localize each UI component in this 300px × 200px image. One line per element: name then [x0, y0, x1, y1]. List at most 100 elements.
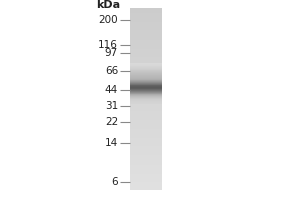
Text: 116: 116	[98, 40, 118, 50]
Bar	[130, 158, 162, 159]
Bar	[130, 26, 162, 27]
Bar	[130, 108, 162, 109]
Bar	[130, 16, 162, 17]
Bar	[130, 123, 162, 124]
Bar	[130, 119, 162, 120]
Bar	[130, 77, 162, 78]
Bar	[130, 111, 162, 112]
Bar	[130, 80, 162, 81]
Bar	[130, 47, 162, 48]
Bar	[130, 97, 162, 98]
Bar	[130, 88, 162, 89]
Bar	[130, 21, 162, 22]
Bar	[130, 22, 162, 23]
Bar	[130, 102, 162, 103]
Text: 97: 97	[105, 48, 118, 58]
Bar	[130, 136, 162, 137]
Bar	[130, 94, 162, 95]
Bar	[130, 45, 162, 46]
Bar	[130, 31, 162, 32]
Bar	[130, 112, 162, 113]
Bar	[130, 49, 162, 50]
Bar	[130, 100, 162, 101]
Bar	[130, 97, 162, 98]
Bar	[130, 166, 162, 167]
Bar	[130, 40, 162, 41]
Text: 200: 200	[98, 15, 118, 25]
Bar	[130, 155, 162, 156]
Bar	[130, 14, 162, 15]
Bar	[130, 122, 162, 123]
Bar	[130, 141, 162, 142]
Bar	[130, 76, 162, 77]
Bar	[130, 162, 162, 163]
Bar	[130, 130, 162, 131]
Bar	[130, 59, 162, 60]
Bar	[130, 20, 162, 21]
Bar	[130, 170, 162, 171]
Bar	[130, 11, 162, 12]
Bar	[130, 160, 162, 161]
Bar	[130, 69, 162, 70]
Bar	[130, 54, 162, 55]
Bar	[130, 68, 162, 69]
Bar	[130, 140, 162, 141]
Bar	[130, 129, 162, 130]
Bar	[130, 66, 162, 67]
Bar	[130, 27, 162, 28]
Bar	[130, 78, 162, 79]
Bar	[130, 184, 162, 185]
Bar	[130, 151, 162, 152]
Bar	[130, 72, 162, 73]
Bar	[130, 84, 162, 85]
Bar	[130, 102, 162, 103]
Bar	[130, 51, 162, 52]
Bar	[130, 115, 162, 116]
Bar	[130, 178, 162, 179]
Bar	[130, 84, 162, 85]
Bar	[130, 149, 162, 150]
Bar	[130, 172, 162, 173]
Bar	[130, 98, 162, 99]
Bar	[130, 82, 162, 83]
Bar	[130, 64, 162, 65]
Bar	[130, 152, 162, 153]
Bar	[130, 95, 162, 96]
Bar	[130, 138, 162, 139]
Bar	[130, 85, 162, 86]
Bar	[130, 37, 162, 38]
Bar	[130, 79, 162, 80]
Bar	[130, 74, 162, 75]
Bar	[130, 77, 162, 78]
Bar	[130, 90, 162, 91]
Bar	[130, 139, 162, 140]
Text: kDa: kDa	[96, 0, 120, 10]
Bar	[130, 87, 162, 88]
Bar	[130, 36, 162, 37]
Bar	[130, 101, 162, 102]
Bar	[130, 147, 162, 148]
Bar	[130, 99, 162, 100]
Bar	[130, 46, 162, 47]
Bar	[130, 117, 162, 118]
Bar	[130, 13, 162, 14]
Bar	[130, 65, 162, 66]
Bar	[130, 86, 162, 87]
Bar	[130, 63, 162, 64]
Bar	[130, 38, 162, 39]
Bar	[130, 175, 162, 176]
Bar	[130, 58, 162, 59]
Bar	[130, 103, 162, 104]
Bar	[130, 110, 162, 111]
Bar	[130, 83, 162, 84]
Bar	[130, 174, 162, 175]
Bar	[130, 93, 162, 94]
Bar	[130, 161, 162, 162]
Text: 22: 22	[105, 117, 118, 127]
Bar	[130, 163, 162, 164]
Bar	[130, 48, 162, 49]
Bar	[130, 187, 162, 188]
Bar	[130, 179, 162, 180]
Bar	[130, 148, 162, 149]
Bar	[130, 44, 162, 45]
